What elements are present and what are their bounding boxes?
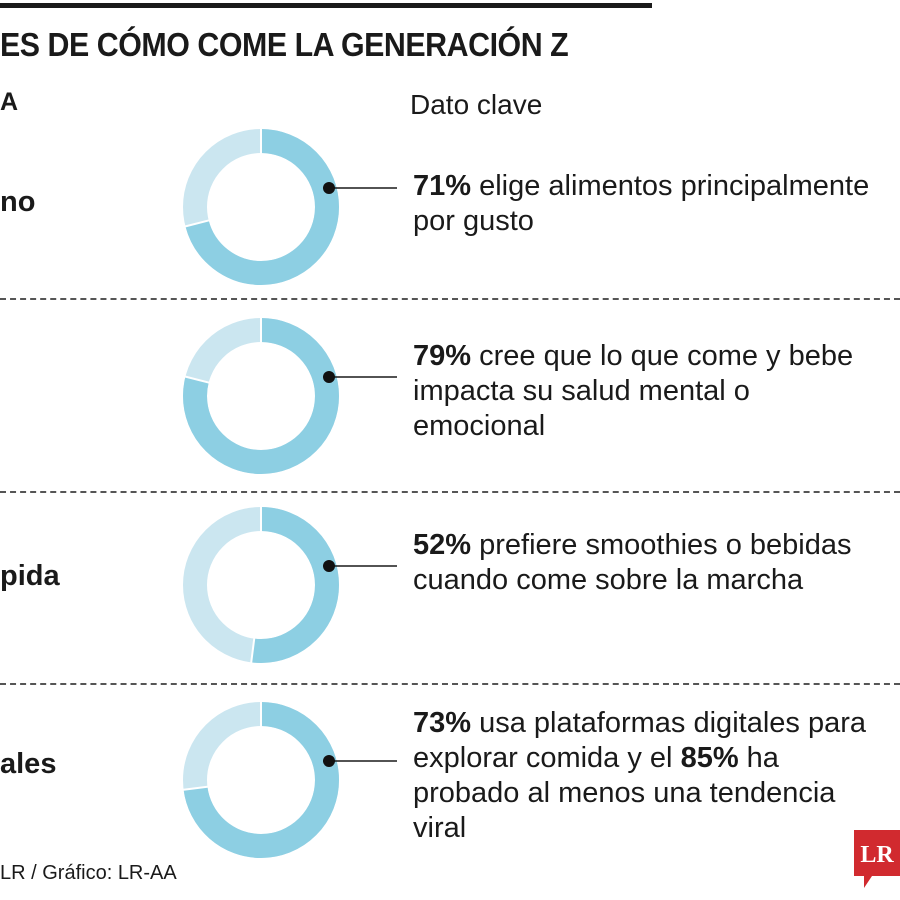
fact-1-highlight: 71% xyxy=(413,170,472,202)
row-label-3: pida xyxy=(0,560,60,592)
leader-dot xyxy=(323,755,335,767)
row-divider xyxy=(0,491,900,493)
fact-2-highlight: 79% xyxy=(413,340,472,372)
page-title: ES DE CÓMO COME LA GENERACIÓN Z xyxy=(0,26,569,63)
fact-4-highlight-2: 85% xyxy=(680,742,739,774)
row-divider xyxy=(0,683,900,685)
source-credit: LR / Gráfico: LR-AA xyxy=(0,862,177,884)
fact-3-highlight: 52% xyxy=(413,529,472,561)
top-rule xyxy=(0,3,652,8)
lr-logo-badge xyxy=(854,830,900,888)
fact-1: 71% elige alimentos principalmente por g… xyxy=(413,169,883,239)
lr-logo: LR xyxy=(854,830,900,888)
fact-3-text: prefiere smoothies o bebidas cuando come… xyxy=(413,529,852,596)
fact-4-text: usa plataformas digitales para explorar … xyxy=(413,707,866,774)
lr-logo-text: LR xyxy=(860,842,894,868)
fact-4: 73% usa plataformas digitales para explo… xyxy=(413,706,883,846)
left-column-header: A xyxy=(0,88,19,116)
donut-separator xyxy=(250,637,256,664)
fact-4-highlight: 73% xyxy=(413,707,472,739)
fact-3: 52% prefiere smoothies o bebidas cuando … xyxy=(413,528,883,598)
row-label-1: no xyxy=(0,186,36,218)
row-divider xyxy=(0,298,900,300)
row-label-4: ales xyxy=(0,748,57,780)
right-column-header: Dato clave xyxy=(410,89,543,120)
donut-separator xyxy=(184,375,210,384)
leader-dot xyxy=(323,560,335,572)
fact-2-text: cree que lo que come y bebe impacta su s… xyxy=(413,340,854,442)
donut-separator xyxy=(184,219,210,228)
fact-4-text-2: ha probado al menos una tendencia viral xyxy=(413,742,836,844)
fact-1-text: elige alimentos principalmente por gusto xyxy=(413,170,870,237)
fact-2: 79% cree que lo que come y bebe impacta … xyxy=(413,339,883,444)
donut-separator xyxy=(182,785,209,791)
leader-dot xyxy=(323,182,335,194)
leader-dot xyxy=(323,371,335,383)
